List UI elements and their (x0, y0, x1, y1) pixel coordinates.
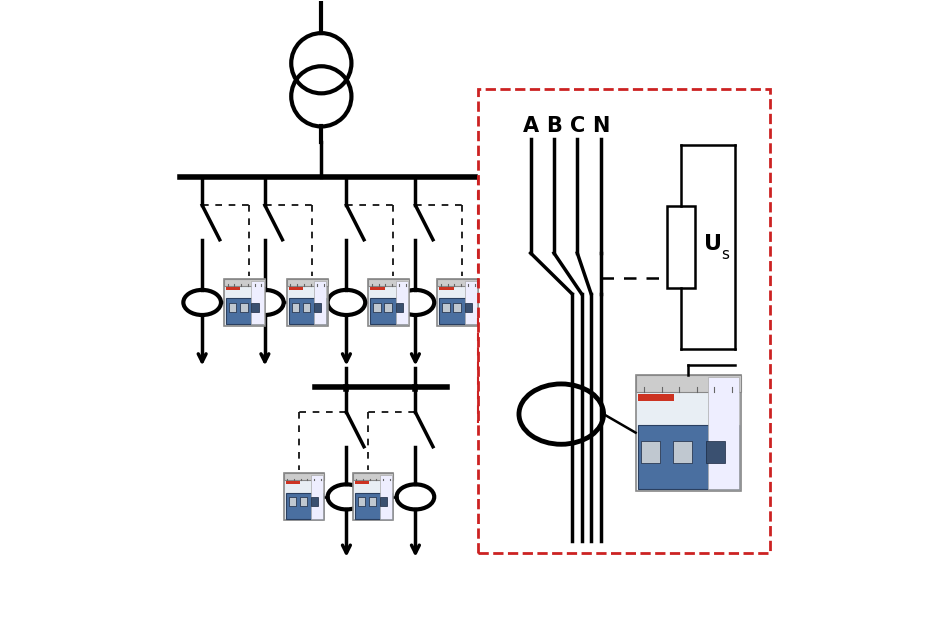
FancyBboxPatch shape (369, 497, 376, 507)
Text: C: C (570, 116, 585, 135)
FancyBboxPatch shape (373, 303, 381, 312)
FancyBboxPatch shape (369, 279, 409, 326)
FancyBboxPatch shape (439, 298, 476, 324)
FancyBboxPatch shape (354, 481, 369, 484)
FancyBboxPatch shape (358, 497, 365, 507)
FancyBboxPatch shape (284, 473, 325, 520)
FancyBboxPatch shape (395, 281, 408, 324)
FancyBboxPatch shape (636, 375, 741, 491)
FancyBboxPatch shape (352, 473, 393, 520)
FancyBboxPatch shape (289, 287, 303, 290)
FancyBboxPatch shape (252, 303, 258, 312)
FancyBboxPatch shape (437, 279, 478, 326)
FancyBboxPatch shape (226, 287, 240, 290)
FancyBboxPatch shape (380, 497, 388, 507)
FancyBboxPatch shape (437, 279, 478, 286)
FancyBboxPatch shape (226, 298, 263, 324)
FancyBboxPatch shape (708, 377, 739, 489)
FancyBboxPatch shape (286, 481, 300, 484)
FancyBboxPatch shape (636, 375, 741, 392)
FancyBboxPatch shape (287, 279, 328, 326)
FancyBboxPatch shape (240, 303, 248, 312)
FancyBboxPatch shape (395, 303, 403, 312)
FancyBboxPatch shape (284, 473, 325, 481)
FancyBboxPatch shape (667, 207, 694, 288)
FancyBboxPatch shape (314, 303, 321, 312)
FancyBboxPatch shape (289, 298, 326, 324)
FancyBboxPatch shape (674, 441, 692, 463)
FancyBboxPatch shape (465, 281, 477, 324)
FancyBboxPatch shape (300, 497, 307, 507)
FancyBboxPatch shape (706, 441, 725, 463)
FancyBboxPatch shape (287, 279, 328, 286)
FancyBboxPatch shape (314, 281, 327, 324)
FancyBboxPatch shape (289, 497, 296, 507)
Text: N: N (592, 116, 609, 135)
FancyBboxPatch shape (286, 493, 323, 518)
FancyBboxPatch shape (640, 441, 659, 463)
FancyBboxPatch shape (303, 303, 311, 312)
FancyBboxPatch shape (380, 475, 392, 518)
FancyBboxPatch shape (352, 473, 393, 481)
FancyBboxPatch shape (224, 279, 265, 286)
FancyBboxPatch shape (637, 394, 674, 401)
FancyBboxPatch shape (224, 279, 265, 326)
FancyBboxPatch shape (453, 303, 461, 312)
FancyBboxPatch shape (370, 298, 408, 324)
FancyBboxPatch shape (252, 281, 264, 324)
FancyBboxPatch shape (439, 287, 453, 290)
FancyBboxPatch shape (311, 497, 318, 507)
FancyBboxPatch shape (369, 279, 409, 286)
FancyBboxPatch shape (354, 493, 391, 518)
FancyBboxPatch shape (292, 303, 299, 312)
FancyBboxPatch shape (637, 425, 739, 489)
FancyBboxPatch shape (229, 303, 237, 312)
FancyBboxPatch shape (311, 475, 323, 518)
FancyBboxPatch shape (465, 303, 472, 312)
Text: U: U (704, 234, 722, 254)
FancyBboxPatch shape (443, 303, 449, 312)
FancyBboxPatch shape (370, 287, 385, 290)
FancyBboxPatch shape (385, 303, 391, 312)
Text: s: s (721, 247, 729, 262)
Text: B: B (546, 116, 561, 135)
Text: A: A (522, 116, 539, 135)
